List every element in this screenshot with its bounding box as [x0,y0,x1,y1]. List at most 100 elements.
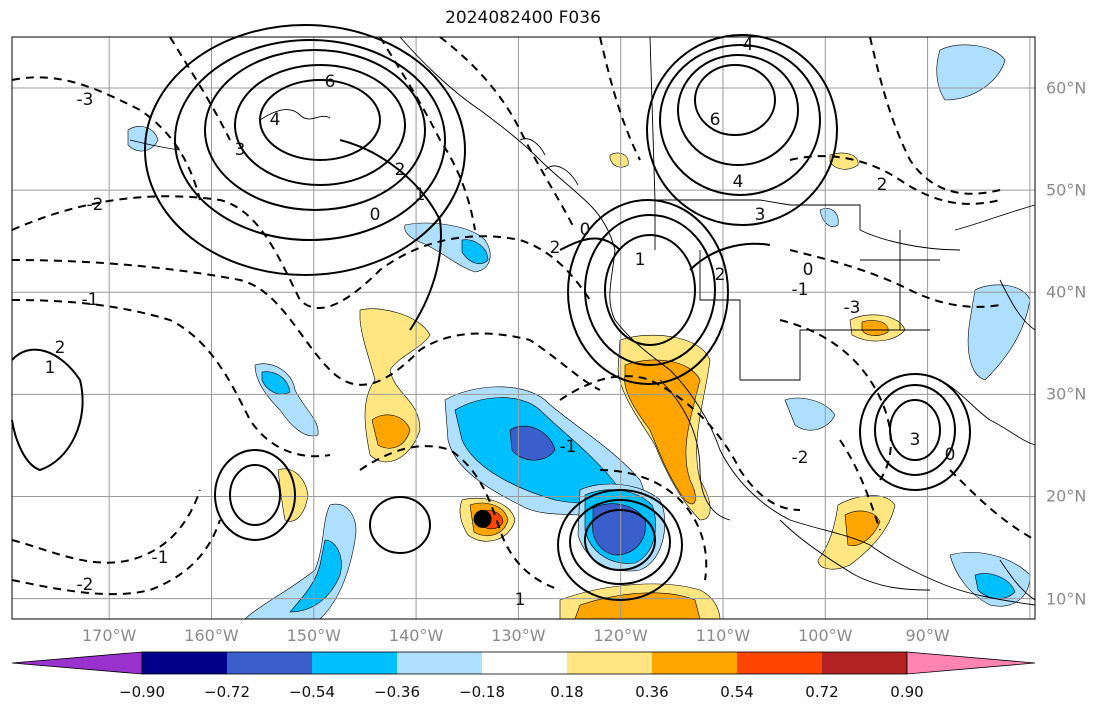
contour-ring [567,199,729,385]
contour-label: 2 [715,265,726,285]
contour-label: -2 [77,575,94,595]
anomaly-region [509,425,556,461]
contour-ring [584,214,716,366]
graticule [12,37,1035,619]
anomaly-region [784,397,836,431]
anomaly-region [461,239,489,264]
colorbar-extend-max [906,651,1036,675]
contour-label: 1 [515,590,526,610]
anomaly-region [936,44,1006,101]
contour-ring [369,496,431,554]
anomaly-region [592,503,646,556]
contour-ring [584,509,656,571]
contour-line [339,139,442,331]
contour-ring [557,489,683,601]
coastline [939,379,1036,446]
contour-line [169,36,231,141]
contour-lines [11,24,1036,601]
contour-label: 4 [270,110,281,130]
anomaly-region [277,468,309,522]
contour-line [789,155,1001,205]
colorbar-tick-label: −0.72 [204,683,250,701]
contour-label: 3 [235,140,246,160]
contour-line [11,489,201,564]
contour-line [559,237,621,251]
longitude-label: 160°W [184,626,239,645]
contour-label: 3 [755,205,766,225]
colorbar-segment [397,652,482,674]
contour-ring [204,49,426,211]
contour-line [11,76,201,201]
contour-label: 6 [710,110,721,130]
contour-ring [234,64,406,186]
contour-label: 1 [635,250,646,270]
colorbar-tick-label: 0.72 [805,683,839,701]
contour-ring [889,399,941,461]
contour-line [689,242,771,271]
anomaly-region [261,371,291,395]
longitude-label: 140°W [388,626,444,645]
colorbar-segment [142,652,227,674]
contour-label: 6 [325,72,336,92]
colorbar-segment [312,652,397,674]
contour-ring [144,24,466,276]
contour-line [599,36,641,161]
contour-ring [604,234,696,346]
contour-line [839,439,881,531]
colorbar-tick-label: −0.54 [289,683,335,701]
latitude-label: 10°N [1046,589,1087,609]
colorbar-segment [822,652,907,674]
contour-label: -1 [82,290,99,310]
longitude-label: 100°W [798,626,853,645]
latitude-label: 30°N [1046,384,1087,404]
contour-ring [859,373,971,491]
contour-line [11,299,331,458]
contour-label: -2 [87,195,104,215]
anomaly-region [289,539,342,613]
storm-center-marker [473,509,492,528]
contour-ring [694,64,776,136]
colorbar [11,651,1036,675]
contour-ring [874,384,956,476]
contour-label: -1 [560,437,577,457]
colorbar-tick-label: 0.90 [890,683,924,701]
longitude-label: 90°W [905,626,950,645]
contour-ring [659,44,821,196]
coastline [999,279,1036,331]
contour-line [869,36,1001,195]
colorbar-segment [737,652,822,674]
contour-line [949,469,1036,541]
contour-ring [677,54,799,166]
longitude-label: 170°W [81,626,137,645]
contour-line [359,445,561,591]
coastline [659,379,731,521]
contour-label: 0 [580,220,591,240]
contour-line [11,195,591,310]
anomaly-region [624,359,701,505]
contour-ring [646,34,838,226]
coastline [399,36,1036,606]
contour-label: -4 [737,35,754,55]
anomaly-region [371,414,411,449]
colorbar-segment [567,652,652,674]
contour-ring [229,464,281,526]
contour-label: 0 [945,445,956,465]
contour-label: 2 [395,160,406,180]
contour-ring [214,449,296,541]
coastline [259,109,331,121]
longitude-label: 150°W [286,626,341,645]
contour-label: 3 [910,430,921,450]
longitude-label: 110°W [695,626,751,645]
contour-label: 0 [803,260,814,280]
contour-ring [569,499,671,585]
latitude-label: 20°N [1046,486,1087,506]
coastline [999,559,1036,601]
contour-label: -3 [77,90,94,110]
map-frame [11,36,1036,620]
colorbar-extend-min [11,651,143,675]
colorbar-tick-label: −0.90 [119,683,165,701]
colorbar-segment [652,652,737,674]
contour-label: 4 [733,172,744,192]
contour-line [559,375,801,511]
